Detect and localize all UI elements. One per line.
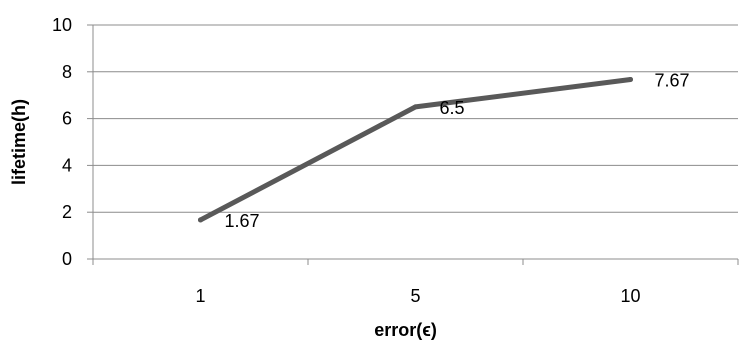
data-label: 6.5 [440, 98, 465, 118]
y-tick-label: 8 [62, 62, 72, 82]
axes [87, 24, 739, 265]
y-tick-label: 4 [62, 155, 72, 175]
data-labels: 1.67 6.5 7.67 [225, 71, 690, 231]
gridlines [93, 24, 738, 213]
y-tick-label: 0 [62, 249, 72, 269]
y-axis-title: lifetime(h) [9, 99, 29, 185]
series-group [198, 77, 633, 223]
x-tick-labels: 1 5 10 [195, 286, 640, 306]
data-point [198, 217, 203, 223]
x-tick-label: 10 [620, 286, 640, 306]
data-label: 7.67 [655, 71, 690, 91]
series-line [198, 77, 633, 223]
y-tick-label: 10 [52, 15, 72, 35]
y-tick-label: 6 [62, 109, 72, 129]
data-point [628, 77, 633, 83]
data-label: 1.67 [225, 211, 260, 231]
y-tick-labels: 0 2 4 6 8 10 [52, 15, 72, 269]
x-tick-label: 1 [195, 286, 205, 306]
x-tick-label: 5 [410, 286, 420, 306]
x-axis-title: error(ϵ) [374, 320, 437, 340]
y-tick-label: 2 [62, 202, 72, 222]
data-point [413, 104, 418, 110]
